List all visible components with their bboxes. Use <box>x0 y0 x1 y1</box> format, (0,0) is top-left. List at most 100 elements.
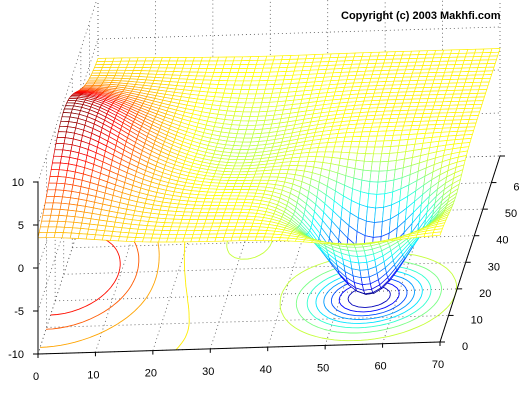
mesh-cell <box>235 159 246 164</box>
x-tick-label: 10 <box>87 369 99 381</box>
mesh-cell <box>164 218 175 224</box>
mesh-cell <box>48 176 59 184</box>
mesh-cell <box>235 76 246 82</box>
mesh-cell <box>217 205 228 210</box>
mesh-cell <box>229 97 240 103</box>
mesh-cell <box>237 97 248 104</box>
mesh-cell <box>47 182 58 191</box>
grid-line <box>37 0 98 183</box>
grid-line <box>97 26 501 40</box>
mesh-cell <box>119 60 130 65</box>
mesh-cell <box>199 60 210 66</box>
mesh-cell <box>237 152 248 157</box>
mesh-cell <box>323 151 334 158</box>
mesh-cell <box>210 75 222 81</box>
mesh-cell <box>199 208 211 213</box>
mesh-cell <box>162 222 174 228</box>
mesh-cell <box>170 222 182 228</box>
mesh-cell <box>243 102 255 108</box>
mesh-cell <box>269 172 280 178</box>
mesh-cell <box>160 57 171 62</box>
mesh-cell <box>59 202 70 211</box>
mesh-cell <box>235 102 247 108</box>
mesh-cell <box>134 237 145 243</box>
mesh-cell <box>77 233 88 240</box>
mesh-cell <box>469 111 481 117</box>
mesh-cell <box>226 180 238 184</box>
mesh-cell <box>374 140 385 148</box>
mesh-cell <box>151 233 162 239</box>
mesh-cell <box>53 189 65 198</box>
mesh-cell <box>218 201 229 206</box>
x-tick-label: 60 <box>374 361 386 373</box>
grid-line <box>37 124 99 312</box>
mesh-cell <box>158 64 169 69</box>
mesh-cell <box>189 215 200 220</box>
y-tick-label: 10 <box>471 314 483 326</box>
mesh-cell <box>187 222 198 228</box>
mesh-cell <box>182 64 193 69</box>
mesh-cell <box>152 229 163 235</box>
mesh-cell <box>60 196 71 205</box>
mesh-cell <box>236 72 247 78</box>
mesh-cell <box>355 250 367 257</box>
mesh-cell <box>166 237 177 243</box>
mesh-cell <box>221 192 233 197</box>
mesh-cell <box>364 220 375 238</box>
mesh-cell <box>184 57 195 62</box>
mesh-cell <box>369 170 380 183</box>
mesh-cell <box>234 106 245 113</box>
mesh-cell <box>263 233 275 238</box>
mesh-cell <box>365 206 376 223</box>
mesh-cell <box>237 124 249 131</box>
mesh-cell <box>242 106 253 113</box>
grid-line <box>37 167 99 355</box>
mesh-cell <box>109 235 121 242</box>
mesh-cell <box>58 209 69 217</box>
mesh-cell <box>196 71 207 77</box>
mesh-cell <box>58 162 69 171</box>
mesh-cell <box>49 169 60 177</box>
mesh-cell <box>56 176 67 185</box>
mesh-cell <box>351 243 361 245</box>
mesh-cell <box>157 67 168 72</box>
grid-line <box>152 164 214 351</box>
mesh-cell <box>487 55 499 61</box>
mesh-cell <box>223 60 234 66</box>
mesh-cell <box>485 63 496 68</box>
y-tick-label: 60 <box>513 182 519 194</box>
contour-line <box>50 233 121 316</box>
mesh-cell <box>101 235 113 241</box>
mesh-cell <box>116 66 128 71</box>
mesh-cell <box>198 64 209 69</box>
mesh-cell <box>367 193 378 209</box>
mesh-cell <box>168 230 179 235</box>
mesh-cell <box>56 220 67 228</box>
mesh-cell <box>142 237 153 243</box>
mesh-cell <box>70 227 82 234</box>
mesh-cell <box>193 204 204 210</box>
y-tick-label: 20 <box>479 288 491 300</box>
mesh-cell <box>257 229 268 235</box>
mesh-cell <box>262 236 273 241</box>
mesh-cell <box>225 80 236 86</box>
z-tick-label: 10 <box>12 177 24 189</box>
z-tick-label: -5 <box>14 306 24 318</box>
mesh-cell <box>365 146 376 155</box>
mesh-cell <box>127 232 138 238</box>
mesh-cell <box>248 229 260 234</box>
y-tick-label: 40 <box>496 235 508 247</box>
mesh-cell <box>160 230 171 235</box>
mesh-cell <box>220 195 232 200</box>
mesh-cell <box>143 60 154 65</box>
mesh-cell <box>294 238 306 243</box>
mesh-cell <box>190 211 201 217</box>
mesh-cell <box>236 129 247 135</box>
mesh-cell <box>50 208 61 216</box>
mesh-cell <box>361 169 372 183</box>
mesh-cell <box>431 231 442 237</box>
mesh-cell <box>167 234 178 239</box>
mesh-cell <box>46 226 57 233</box>
mesh-cell <box>144 57 155 62</box>
